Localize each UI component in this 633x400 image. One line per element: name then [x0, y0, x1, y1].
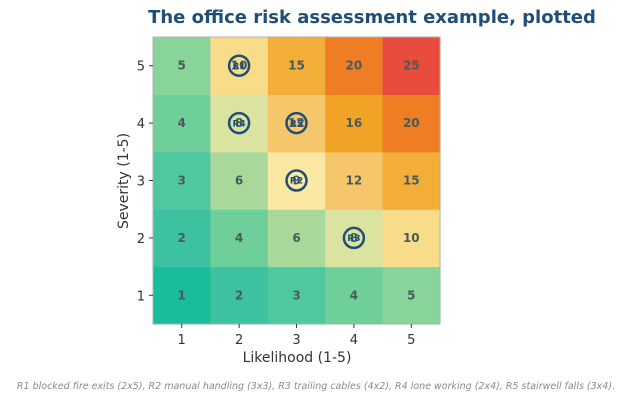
heatmap-cell [210, 37, 269, 95]
risk-marker [227, 111, 251, 135]
x-tick-label: 3 [292, 333, 300, 348]
heatmap-cell [267, 94, 326, 153]
y-tick-label: 4 [137, 117, 145, 132]
heatmap-cell [210, 266, 269, 325]
y-tick-label: 2 [137, 232, 145, 247]
heatmap-cell [325, 151, 384, 210]
y-axis-ticks: 1 2 3 4 5 [137, 60, 153, 304]
risk-marker-label: R4 [232, 119, 245, 129]
cell-value-label: 3 [292, 288, 300, 302]
cell-value-label: 10 [231, 59, 248, 73]
risk-marker [285, 169, 308, 192]
heatmap-cell [382, 209, 441, 268]
y-tick-label: 1 [137, 289, 145, 304]
x-tick-label: 2 [235, 333, 243, 348]
risk-marker [227, 54, 251, 77]
cell-value-label: 5 [178, 59, 186, 73]
y-axis-label: Severity (1-5) [116, 133, 132, 229]
risk-marker-label: R1 [232, 62, 245, 72]
cell-value-label: 2 [235, 288, 243, 302]
cell-value-label: 9 [292, 174, 300, 188]
heatmap-cell [210, 151, 269, 210]
risk-marker-label: R2 [290, 177, 303, 187]
cell-value-label: 12 [346, 174, 363, 188]
heatmap-cell [325, 266, 384, 325]
cell-value-label: 1 [178, 288, 186, 302]
x-tick-label: 5 [407, 333, 415, 348]
heatmap-cell [325, 37, 384, 95]
x-tick-label: 1 [178, 333, 186, 348]
cell-value-label: 2 [178, 231, 186, 245]
risk-marker-label: R3 [347, 234, 360, 244]
cell-value-label: 15 [288, 59, 305, 73]
heatmap-cell [382, 266, 441, 325]
heatmap-cell [267, 37, 326, 95]
heatmap-cell [153, 151, 211, 210]
cell-value-label: 3 [178, 174, 186, 188]
cell-value-label: 5 [407, 288, 415, 302]
cell-value-label: 4 [350, 288, 358, 302]
heatmap-cells [153, 37, 441, 325]
heatmap-cell [325, 209, 384, 268]
cell-value-label: 10 [403, 231, 420, 245]
cell-value-label: 16 [346, 116, 363, 130]
y-tick-label: 5 [137, 60, 145, 75]
cell-value-label: 20 [403, 116, 420, 130]
footnote: R1 blocked fire exits (2x5), R2 manual h… [17, 381, 615, 392]
risk-marker [285, 111, 308, 135]
heatmap-cell [325, 94, 384, 153]
cell-value-label: 20 [346, 59, 363, 73]
risk-marker [342, 226, 366, 250]
heatmap-cell [153, 266, 211, 325]
cell-value-label: 6 [292, 231, 300, 245]
heatmap-cell [382, 37, 441, 95]
cell-value-label: 4 [178, 116, 186, 130]
chart-title: The office risk assessment example, plot… [148, 7, 596, 28]
heatmap-cell [210, 209, 269, 268]
risk-marker-label: R5 [290, 119, 303, 129]
cell-value-label: 12 [288, 116, 305, 130]
heatmap-cell [153, 37, 211, 95]
cell-value-label: 25 [403, 59, 420, 73]
cell-value-label: 8 [235, 116, 243, 130]
risk-markers: R1 R2 R3 R4 R5 [227, 54, 366, 250]
cell-value-label: 15 [403, 174, 420, 188]
heatmap-cell [210, 94, 269, 153]
cell-value-label: 8 [350, 231, 358, 245]
heatmap-cell [153, 94, 211, 153]
x-axis-label: Likelihood (1-5) [243, 350, 352, 366]
cell-value-label: 6 [235, 174, 243, 188]
heatmap-cell [267, 209, 326, 268]
y-tick-label: 3 [137, 175, 145, 190]
heatmap-cell-labels: 1 2 3 4 52 4 6 8 103 6 9 12 154 8 12 16 205 10 15 20 25 [178, 59, 420, 303]
x-tick-label: 4 [350, 333, 358, 348]
heatmap-cell [153, 209, 211, 268]
heatmap-cell [382, 151, 441, 210]
heatmap-cell [267, 266, 326, 325]
x-axis-ticks: 1 2 3 4 5 [178, 324, 415, 348]
cell-value-label: 4 [235, 231, 243, 245]
heatmap-cell [382, 94, 441, 153]
heatmap-cell [267, 151, 326, 210]
